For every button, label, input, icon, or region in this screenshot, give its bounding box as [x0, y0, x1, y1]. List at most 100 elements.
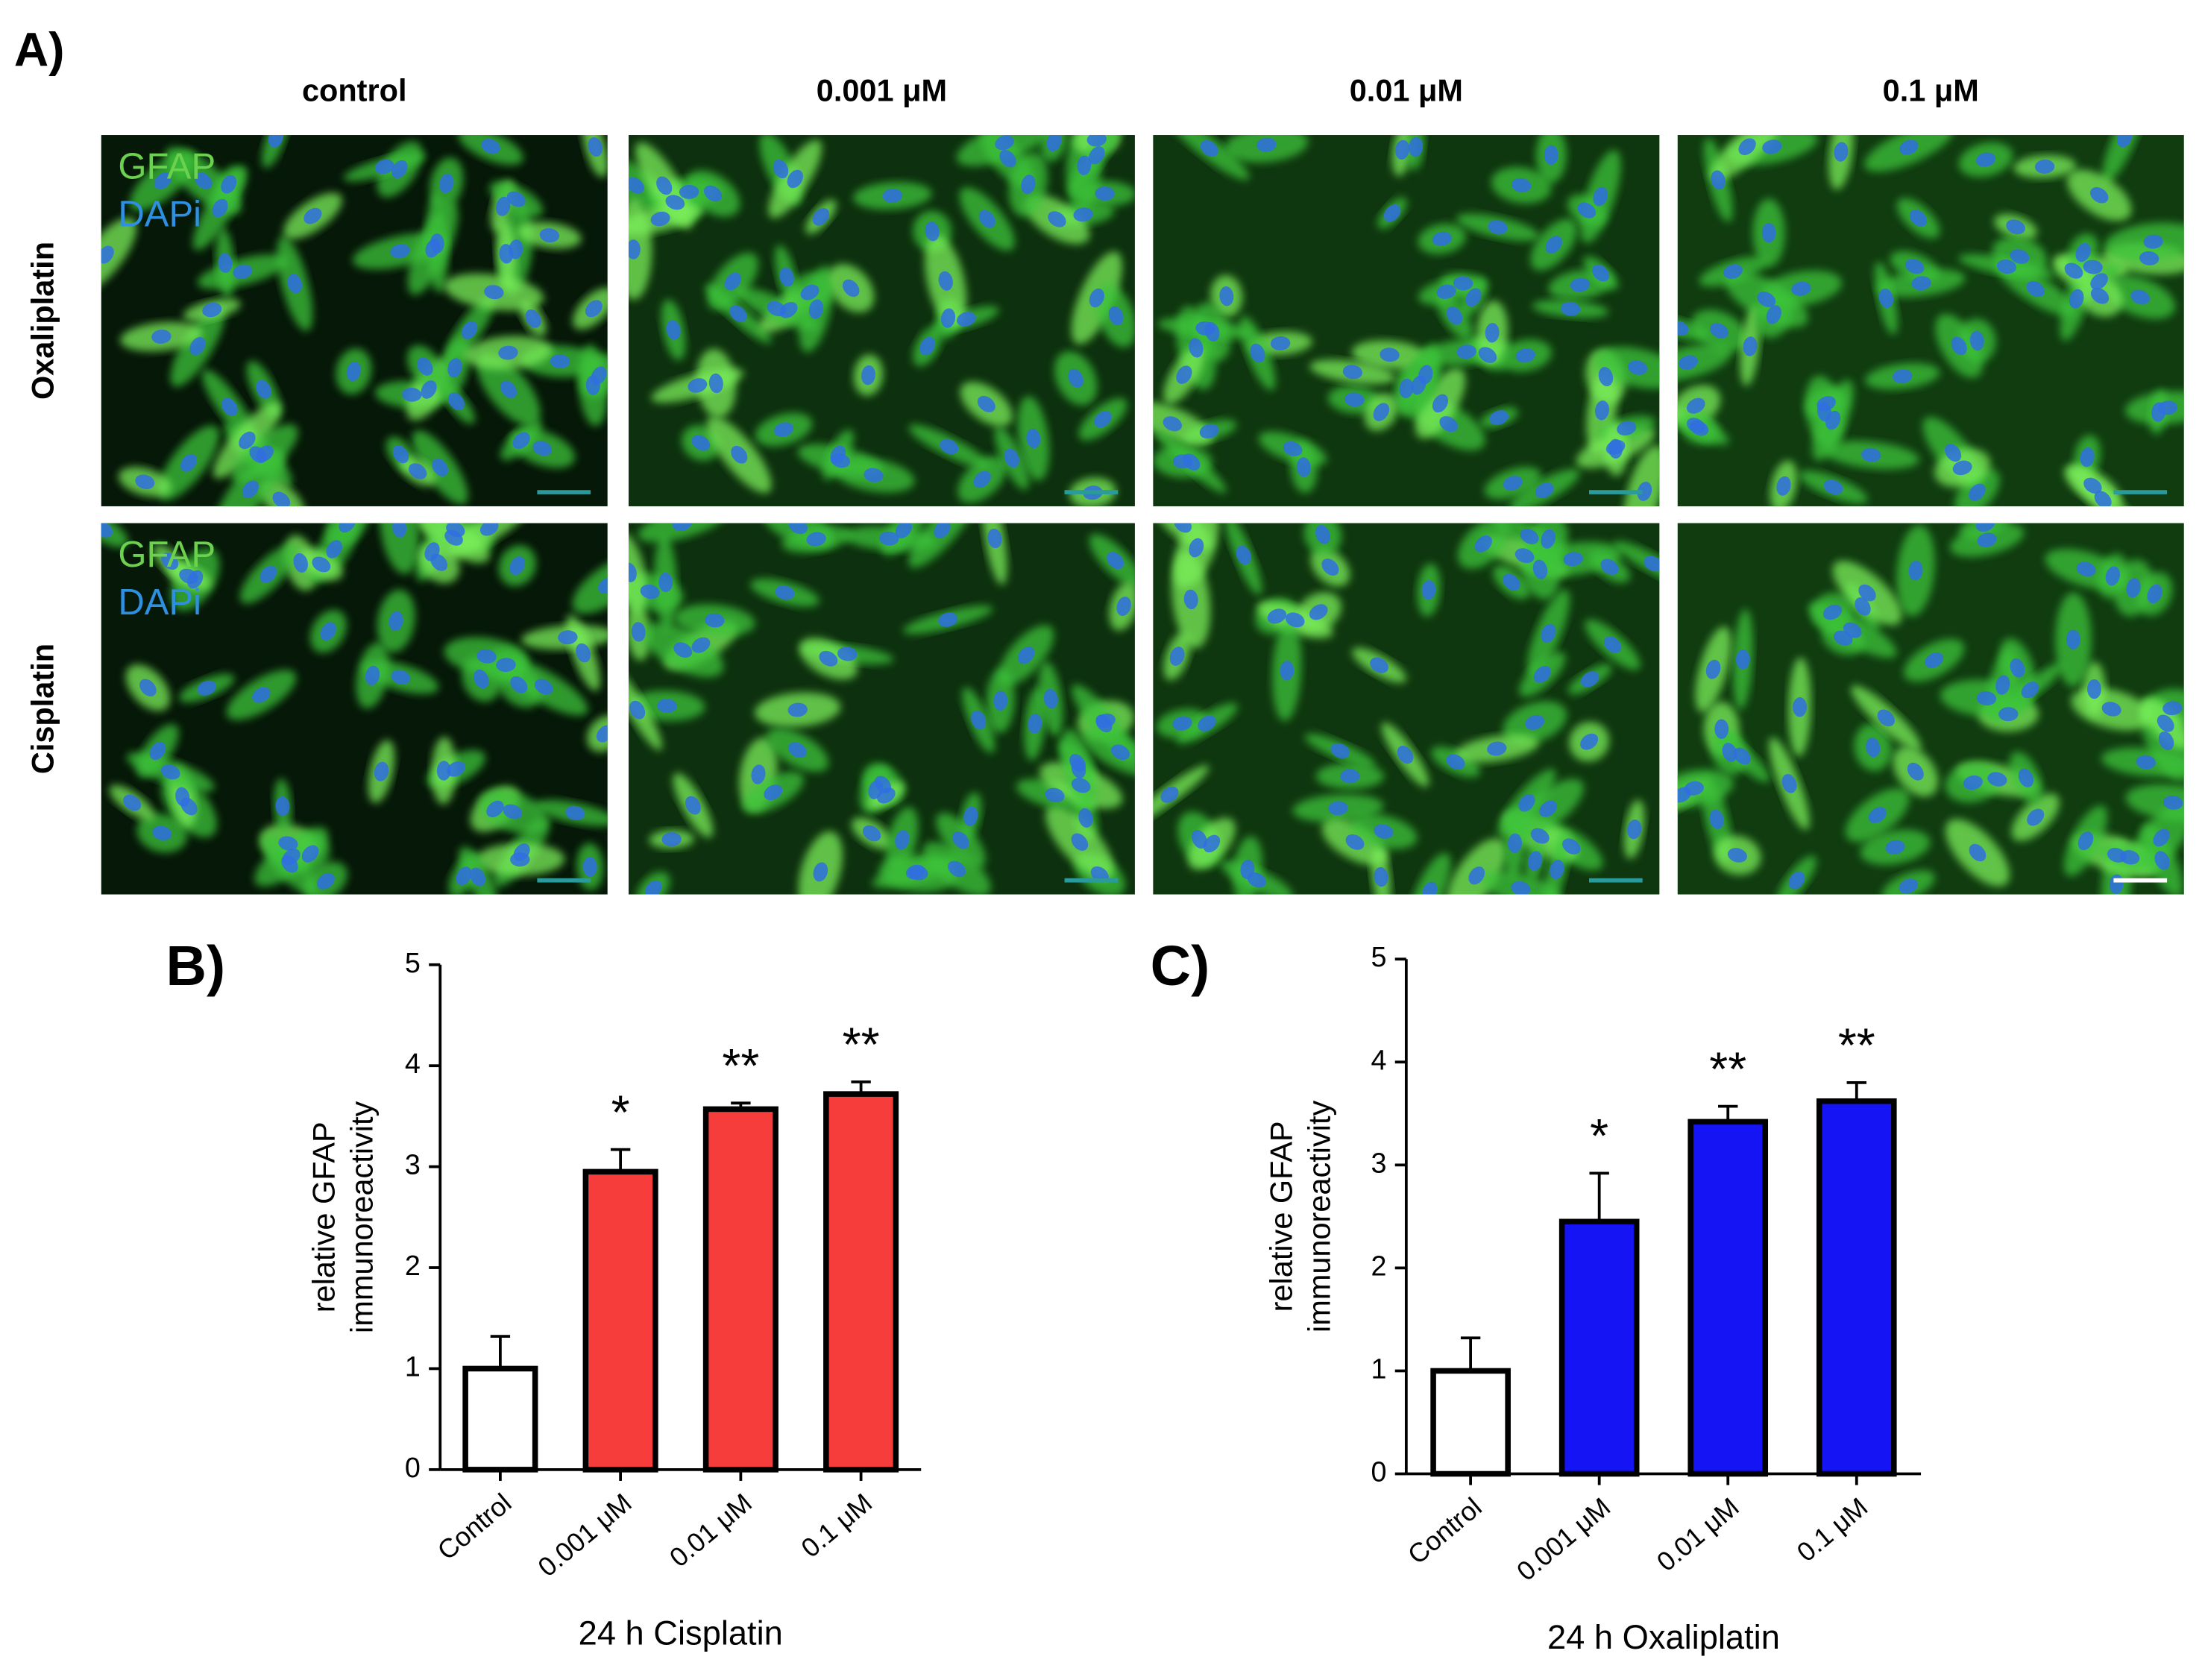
nucleus: [1370, 657, 1388, 673]
nucleus: [139, 679, 157, 696]
nucleus: [447, 392, 465, 411]
nucleus: [534, 679, 553, 695]
nucleus: [1373, 403, 1390, 421]
nucleus: [1315, 524, 1330, 544]
nucleus: [101, 245, 114, 264]
nucleus: [432, 458, 448, 476]
nucleus: [1380, 347, 1400, 362]
nucleus: [1998, 707, 2019, 722]
nucleus: [658, 572, 673, 593]
stain-label: GFAP: [118, 146, 216, 186]
nucleus: [656, 176, 673, 195]
y-tick-label: 3: [1371, 1147, 1386, 1178]
nucleus: [233, 264, 253, 280]
nucleus: [1309, 604, 1328, 620]
nucleus: [374, 159, 394, 174]
nucleus: [486, 800, 504, 818]
nucleus: [1321, 559, 1339, 576]
nucleus: [503, 804, 523, 819]
nucleus: [1686, 397, 1705, 414]
nucleus: [2130, 289, 2151, 305]
nucleus: [2075, 242, 2091, 262]
nucleus: [877, 787, 896, 804]
nucleus: [862, 825, 881, 842]
x-axis-title: 24 h Cisplatin: [579, 1614, 783, 1652]
nucleus: [252, 687, 271, 703]
nucleus: [1043, 689, 1058, 709]
nucleus: [819, 650, 838, 667]
nucleus: [1550, 860, 1564, 880]
nucleus: [272, 491, 291, 506]
nucleus: [1478, 347, 1497, 363]
nucleus: [1508, 833, 1522, 854]
nucleus: [751, 764, 766, 784]
nucleus: [2157, 714, 2174, 732]
nucleus: [813, 862, 828, 882]
nucleus: [1256, 137, 1277, 152]
nucleus: [1163, 416, 1182, 432]
nucleus: [1204, 322, 1220, 342]
nucleus: [401, 387, 422, 402]
micrograph: [101, 523, 608, 895]
nucleus: [1200, 140, 1218, 157]
y-tick-label: 3: [405, 1149, 421, 1180]
nucleus: [919, 336, 936, 356]
cells: [1153, 135, 1660, 506]
nucleus: [1250, 343, 1265, 363]
nucleus: [1834, 142, 1849, 162]
nucleus: [774, 422, 793, 437]
cells: [1153, 523, 1660, 895]
nucleus: [1017, 646, 1035, 664]
nucleus: [496, 196, 511, 216]
nucleus: [481, 139, 500, 154]
nucleus: [484, 285, 504, 300]
nucleus: [218, 253, 233, 273]
nucleus: [1570, 277, 1591, 292]
nucleus: [679, 184, 699, 199]
bar: [462, 1365, 538, 1473]
nucleus: [506, 191, 526, 207]
nucleus: [1071, 778, 1091, 793]
nucleus: [391, 670, 411, 685]
significance-label: **: [843, 1018, 880, 1072]
nucleus: [1603, 636, 1622, 653]
nucleus: [496, 658, 516, 673]
nucleus: [977, 396, 995, 412]
nucleus: [1825, 410, 1841, 430]
micrograph: [1677, 135, 2184, 506]
nucleus: [925, 221, 940, 242]
nucleus: [430, 233, 444, 254]
nucleus: [673, 642, 693, 658]
nucleus: [1189, 338, 1204, 358]
nucleus: [1267, 608, 1287, 624]
nucleus: [1761, 222, 1776, 243]
nucleus: [1907, 762, 1924, 781]
nucleus: [1280, 661, 1295, 681]
nucleus: [510, 676, 528, 693]
nucleus: [1899, 878, 1918, 894]
nucleus: [1107, 552, 1124, 570]
nucleus: [1520, 529, 1539, 544]
nucleus: [320, 622, 336, 641]
nucleus: [2153, 828, 2170, 847]
nucleus: [2021, 682, 2039, 699]
nucleus: [1598, 367, 1614, 387]
nucleus: [1776, 476, 1791, 496]
row-label: Oxaliplatin: [25, 242, 60, 400]
nucleus: [1446, 306, 1463, 325]
nucleus: [1068, 368, 1083, 388]
nucleus: [973, 471, 991, 488]
nucleus: [1340, 769, 1360, 784]
nucleus: [160, 764, 180, 780]
nucleus: [995, 135, 1014, 151]
nucleus: [948, 861, 966, 878]
nucleus: [1342, 365, 1362, 380]
nucleus: [1110, 744, 1130, 761]
nucleus: [1823, 479, 1843, 495]
nucleus: [691, 637, 711, 653]
nucleus: [1439, 416, 1459, 432]
nucleus: [1714, 719, 1729, 739]
nucleus: [1899, 139, 1919, 155]
nucleus: [1868, 807, 1887, 824]
nucleus: [1374, 824, 1394, 839]
